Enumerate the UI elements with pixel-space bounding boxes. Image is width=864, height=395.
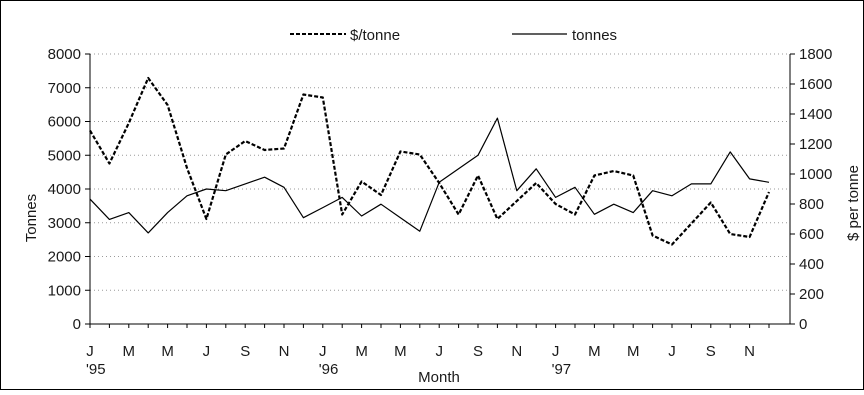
- y-right-tick-label: 600: [799, 226, 824, 243]
- x-tick-label: M: [123, 343, 136, 360]
- y-right-tick-label: 1600: [799, 76, 832, 93]
- y-left-tick-label: 5000: [48, 147, 81, 164]
- y-axis-left-title: Tonnes: [23, 194, 40, 242]
- series-line-tonnes: [89, 117, 770, 234]
- x-tick-label: S: [706, 343, 716, 360]
- y-left-tick-label: 7000: [48, 80, 81, 97]
- legend-label-tonnes: tonnes: [572, 27, 617, 44]
- y-left-tick-label: 0: [73, 316, 81, 333]
- x-tick-label: S: [473, 343, 483, 360]
- x-tick-label: J: [319, 343, 327, 360]
- x-tick-label: N: [744, 343, 755, 360]
- x-tick-label: M: [394, 343, 407, 360]
- y-left-tick-label: 1000: [48, 282, 81, 299]
- x-year-label: '95: [86, 361, 106, 378]
- x-tick-label: M: [161, 343, 174, 360]
- y-axis-right-title: $ per tonne: [845, 165, 862, 241]
- x-tick-label: N: [511, 343, 522, 360]
- axes: 0 1000 2000 3000 4000 5000 6000 7000 8000 0 200 400…: [48, 46, 833, 378]
- y-right-tick-label: 1800: [799, 46, 832, 63]
- y-right-tick-label: 400: [799, 256, 824, 273]
- y-left-tick-label: 6000: [48, 114, 81, 131]
- y-right-tick-label: 1200: [799, 136, 832, 153]
- x-tick-label: J: [203, 343, 211, 360]
- x-tick-label: S: [240, 343, 250, 360]
- series-line-price-per-tonne: [89, 76, 771, 246]
- x-axis-title: Month: [418, 369, 460, 386]
- y-right-tick-label: 1000: [799, 166, 832, 183]
- legend-label-price: $/tonne: [350, 27, 400, 44]
- series-lines: [89, 76, 771, 246]
- y-right-tick-label: 1400: [799, 106, 832, 123]
- x-tick-label: J: [552, 343, 560, 360]
- x-tick-label: M: [355, 343, 368, 360]
- x-tick-label: M: [588, 343, 601, 360]
- y-left-tick-label: 3000: [48, 215, 81, 232]
- x-tick-label: J: [86, 343, 94, 360]
- y-right-tick-label: 200: [799, 286, 824, 303]
- y-left-tick-label: 8000: [48, 46, 81, 63]
- x-tick-label: J: [668, 343, 676, 360]
- y-left-tick-label: 4000: [48, 181, 81, 198]
- y-right-tick-label: 800: [799, 196, 824, 213]
- x-year-label: '96: [319, 361, 339, 378]
- x-tick-label: M: [627, 343, 640, 360]
- x-tick-label: J: [435, 343, 443, 360]
- x-year-label: '97: [552, 361, 572, 378]
- y-left-tick-label: 2000: [48, 249, 81, 266]
- legend: $/tonne tonnes: [290, 27, 617, 44]
- x-tick-label: N: [279, 343, 290, 360]
- y-right-tick-label: 0: [799, 316, 807, 333]
